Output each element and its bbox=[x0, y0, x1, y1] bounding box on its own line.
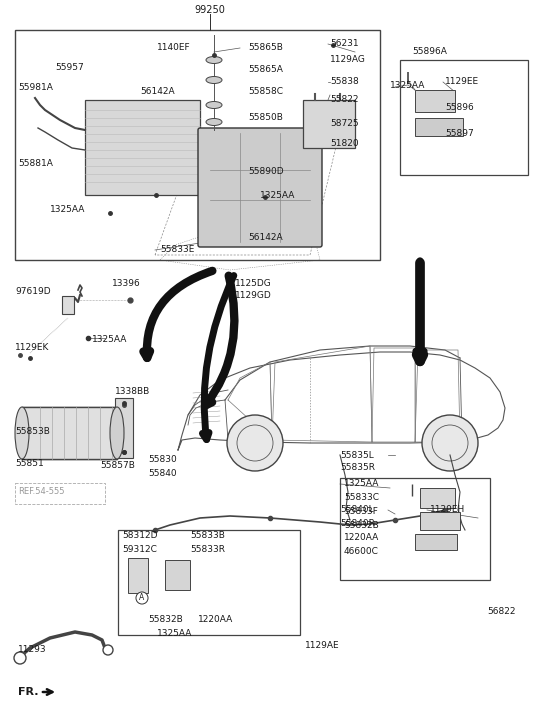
Text: 1129GD: 1129GD bbox=[235, 292, 272, 300]
Text: 55833F: 55833F bbox=[344, 507, 378, 515]
Text: 55833C: 55833C bbox=[344, 494, 379, 502]
Bar bbox=[22, 407, 117, 459]
Text: 55832B: 55832B bbox=[344, 521, 379, 529]
Bar bbox=[415, 534, 457, 550]
Text: 59312C: 59312C bbox=[122, 545, 157, 555]
Bar bbox=[115, 398, 133, 458]
Bar bbox=[420, 488, 455, 508]
Text: 55840L: 55840L bbox=[340, 505, 373, 515]
Text: 55822: 55822 bbox=[330, 95, 358, 105]
Text: 46600C: 46600C bbox=[344, 547, 379, 556]
Text: 55957: 55957 bbox=[55, 63, 84, 73]
Text: A: A bbox=[140, 593, 144, 603]
Text: 1129EE: 1129EE bbox=[445, 78, 479, 87]
Text: 55840R: 55840R bbox=[340, 520, 375, 529]
Text: 1325AA: 1325AA bbox=[344, 480, 379, 489]
Bar bbox=[303, 100, 355, 148]
Text: 1220AA: 1220AA bbox=[198, 616, 233, 624]
Text: 55896: 55896 bbox=[445, 103, 474, 113]
Text: 55981A: 55981A bbox=[18, 84, 53, 92]
Bar bbox=[15, 483, 105, 504]
Ellipse shape bbox=[206, 76, 222, 84]
Circle shape bbox=[227, 415, 283, 471]
Text: 55835R: 55835R bbox=[340, 464, 375, 473]
Text: 55833E: 55833E bbox=[160, 246, 194, 254]
Bar bbox=[420, 512, 460, 530]
Text: 55853B: 55853B bbox=[15, 427, 50, 436]
Text: 97619D: 97619D bbox=[15, 287, 51, 297]
Text: 58312D: 58312D bbox=[122, 531, 157, 540]
Bar bbox=[118, 530, 300, 635]
Text: 55850B: 55850B bbox=[248, 113, 283, 123]
Text: 55851: 55851 bbox=[15, 459, 44, 467]
Ellipse shape bbox=[206, 119, 222, 126]
Text: 1140EF: 1140EF bbox=[157, 44, 190, 52]
Text: 99250: 99250 bbox=[195, 5, 225, 15]
Text: 55865B: 55865B bbox=[248, 44, 283, 52]
Text: 55832B: 55832B bbox=[148, 616, 183, 624]
Ellipse shape bbox=[206, 57, 222, 63]
Text: 55897: 55897 bbox=[445, 129, 474, 137]
Ellipse shape bbox=[15, 407, 29, 459]
Bar bbox=[85, 100, 200, 195]
Text: 56142A: 56142A bbox=[248, 233, 282, 243]
Bar bbox=[62, 296, 74, 314]
Text: 11293: 11293 bbox=[18, 646, 47, 654]
Text: 13396: 13396 bbox=[112, 278, 141, 287]
Text: 1125DG: 1125DG bbox=[235, 278, 272, 287]
Text: 56142A: 56142A bbox=[140, 87, 174, 97]
Text: 55840: 55840 bbox=[148, 470, 177, 478]
FancyArrowPatch shape bbox=[143, 271, 212, 358]
Text: 55830: 55830 bbox=[148, 456, 177, 465]
Text: 55890D: 55890D bbox=[248, 167, 284, 177]
Circle shape bbox=[14, 652, 26, 664]
Text: 55896A: 55896A bbox=[412, 47, 447, 57]
Bar bbox=[415, 90, 455, 112]
Text: 1129EH: 1129EH bbox=[430, 505, 465, 515]
Text: 56822: 56822 bbox=[487, 608, 516, 616]
Text: 1325AA: 1325AA bbox=[157, 629, 193, 638]
FancyArrowPatch shape bbox=[417, 262, 423, 361]
Bar bbox=[340, 478, 490, 580]
Bar bbox=[415, 118, 463, 136]
Text: 56231: 56231 bbox=[330, 39, 358, 49]
Text: 55838: 55838 bbox=[330, 78, 359, 87]
Circle shape bbox=[103, 645, 113, 655]
Text: 1129EK: 1129EK bbox=[15, 343, 49, 353]
Text: 55858C: 55858C bbox=[248, 87, 283, 97]
Circle shape bbox=[422, 415, 478, 471]
Ellipse shape bbox=[110, 407, 124, 459]
Text: 1325AA: 1325AA bbox=[390, 81, 425, 89]
Bar bbox=[15, 30, 380, 260]
Text: 55833R: 55833R bbox=[190, 545, 225, 555]
FancyBboxPatch shape bbox=[198, 128, 322, 247]
Text: 1325AA: 1325AA bbox=[92, 335, 127, 345]
Bar bbox=[128, 558, 148, 593]
Text: 1338BB: 1338BB bbox=[115, 387, 150, 396]
Text: REF.54-555: REF.54-555 bbox=[18, 488, 65, 497]
Text: 55833B: 55833B bbox=[190, 531, 225, 540]
Bar bbox=[400, 60, 528, 175]
Text: 1129AG: 1129AG bbox=[330, 55, 366, 65]
FancyArrowPatch shape bbox=[205, 276, 234, 406]
Text: 58725: 58725 bbox=[330, 119, 358, 129]
Text: 1129AE: 1129AE bbox=[305, 640, 340, 649]
Text: 1325AA: 1325AA bbox=[260, 191, 295, 201]
Text: 51820: 51820 bbox=[330, 139, 358, 148]
Ellipse shape bbox=[206, 102, 222, 108]
Text: FR.: FR. bbox=[18, 687, 39, 697]
Bar bbox=[165, 560, 190, 590]
Text: 55857B: 55857B bbox=[100, 462, 135, 470]
Text: 55865A: 55865A bbox=[248, 65, 283, 74]
Text: 1220AA: 1220AA bbox=[344, 534, 379, 542]
Text: 55881A: 55881A bbox=[18, 158, 53, 167]
Text: 55835L: 55835L bbox=[340, 451, 374, 459]
FancyArrowPatch shape bbox=[202, 276, 234, 440]
Text: 1325AA: 1325AA bbox=[50, 206, 86, 214]
